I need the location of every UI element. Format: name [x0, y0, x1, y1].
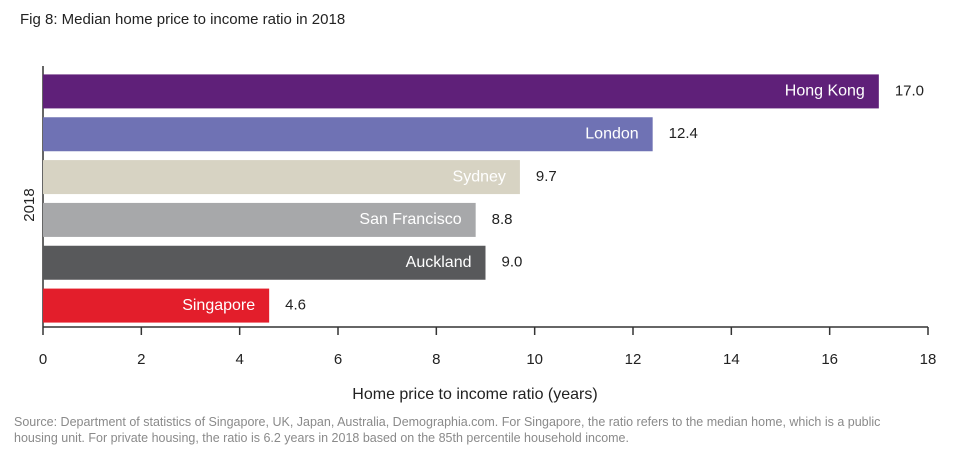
value-label: 17.0 [895, 82, 924, 99]
y-axis-label: 2018 [21, 188, 38, 221]
bar [43, 202, 476, 237]
chart-title: Fig 8: Median home price to income ratio… [20, 11, 345, 28]
bar [43, 74, 879, 109]
x-tick-label: 2 [137, 351, 145, 368]
x-tick-label: 10 [526, 351, 543, 368]
category-label: San Francisco [359, 211, 461, 228]
chart: Fig 8: Median home price to income ratio… [20, 11, 937, 403]
category-label: Auckland [406, 254, 472, 271]
bar [43, 288, 270, 323]
category-label: Hong Kong [785, 83, 865, 100]
source-note: Source: Department of statistics of Sing… [14, 415, 881, 445]
x-tick-label: 18 [920, 351, 937, 368]
x-tick-label: 16 [821, 351, 838, 368]
x-axis-label: Home price to income ratio (years) [352, 386, 597, 403]
x-tick-label: 6 [334, 351, 342, 368]
value-label: 9.7 [536, 168, 557, 185]
category-label: London [585, 125, 638, 142]
value-label: 8.8 [492, 211, 513, 228]
x-tick-label: 8 [432, 351, 440, 368]
category-label: Singapore [182, 297, 255, 314]
x-tick-label: 12 [625, 351, 642, 368]
value-label: 4.6 [285, 297, 306, 314]
bar [43, 117, 653, 152]
bar [43, 245, 486, 280]
x-tick-label: 0 [39, 351, 47, 368]
bar [43, 160, 520, 195]
value-label: 9.0 [502, 254, 523, 271]
category-label: Sydney [453, 168, 506, 185]
x-tick-label: 14 [723, 351, 740, 368]
value-label: 12.4 [669, 125, 698, 142]
x-tick-label: 4 [235, 351, 243, 368]
